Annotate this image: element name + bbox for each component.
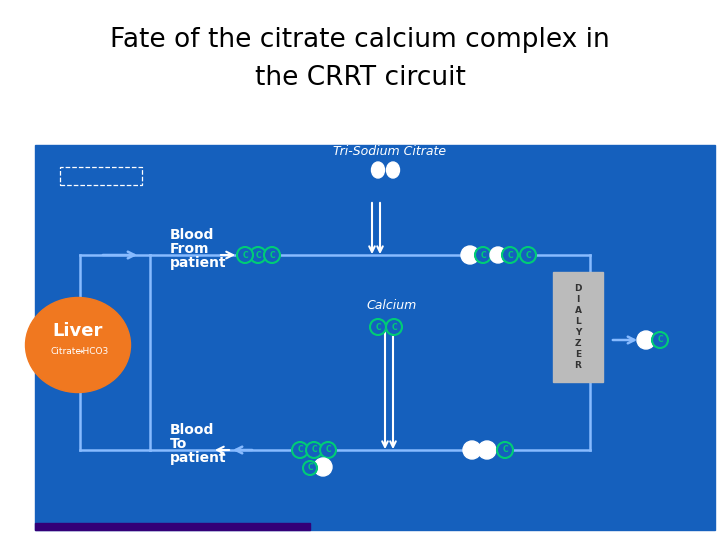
Bar (35, 523, 310, 530)
Ellipse shape (372, 162, 384, 178)
Text: From: From (170, 242, 210, 256)
Text: the CRRT circuit: the CRRT circuit (255, 65, 465, 91)
Text: C: C (657, 335, 663, 345)
Circle shape (264, 247, 280, 263)
Ellipse shape (25, 298, 130, 393)
Text: C: C (269, 251, 275, 260)
Text: C: C (525, 251, 531, 260)
Circle shape (475, 247, 491, 263)
Circle shape (463, 441, 481, 459)
Circle shape (502, 247, 518, 263)
Bar (0, 0, 720, 145)
Text: C: C (255, 251, 261, 260)
Circle shape (292, 442, 308, 458)
Text: C: C (391, 322, 397, 332)
Text: patient: patient (170, 256, 227, 270)
Circle shape (386, 319, 402, 335)
Text: Citrate: Citrate (50, 347, 81, 355)
Circle shape (637, 331, 655, 349)
Text: C: C (307, 463, 312, 472)
Bar (553, 272, 603, 382)
Circle shape (250, 247, 266, 263)
Circle shape (490, 247, 506, 263)
Circle shape (314, 458, 332, 476)
Text: C: C (242, 251, 248, 260)
Text: C: C (297, 446, 303, 455)
Bar (35, 145, 715, 530)
Text: C: C (375, 322, 381, 332)
Text: Liver: Liver (53, 322, 103, 340)
Ellipse shape (387, 162, 400, 178)
Circle shape (237, 247, 253, 263)
Text: Blood: Blood (170, 228, 215, 242)
Circle shape (520, 247, 536, 263)
Circle shape (320, 442, 336, 458)
Circle shape (303, 461, 317, 475)
Text: C: C (502, 446, 508, 455)
Circle shape (652, 332, 668, 348)
Text: Calcium: Calcium (367, 299, 417, 312)
Bar (60, 167, 142, 185)
Text: Blood: Blood (170, 423, 215, 437)
Text: C: C (480, 251, 486, 260)
Text: Tri-Sodium Citrate: Tri-Sodium Citrate (333, 145, 446, 158)
Circle shape (461, 246, 479, 264)
Text: C: C (325, 446, 330, 455)
Circle shape (306, 442, 322, 458)
Text: To: To (170, 437, 187, 451)
Text: patient: patient (170, 451, 227, 465)
Circle shape (370, 319, 386, 335)
Text: →HCO3: →HCO3 (76, 347, 109, 355)
Text: D
I
A
L
Y
Z
E
R: D I A L Y Z E R (575, 284, 582, 370)
Circle shape (497, 442, 513, 458)
Text: C: C (311, 446, 317, 455)
Circle shape (478, 441, 496, 459)
Text: Fate of the citrate calcium complex in: Fate of the citrate calcium complex in (110, 27, 610, 53)
Text: C: C (507, 251, 513, 260)
